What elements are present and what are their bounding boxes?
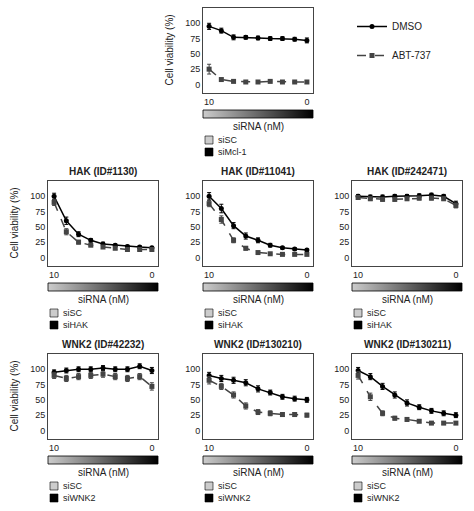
svg-text:siWNK2: siWNK2 bbox=[63, 493, 96, 503]
svg-text:50: 50 bbox=[339, 222, 349, 232]
svg-text:HAK (ID#11041): HAK (ID#11041) bbox=[221, 166, 295, 177]
svg-text:siWNK2: siWNK2 bbox=[367, 493, 400, 503]
svg-text:25: 25 bbox=[339, 410, 349, 420]
svg-text:100: 100 bbox=[185, 18, 200, 28]
svg-text:0: 0 bbox=[344, 253, 349, 263]
svg-text:75: 75 bbox=[190, 380, 200, 390]
svg-text:10: 10 bbox=[353, 270, 363, 280]
svg-text:50: 50 bbox=[190, 222, 200, 232]
svg-text:100: 100 bbox=[185, 191, 200, 201]
svg-text:10: 10 bbox=[204, 97, 214, 107]
svg-text:WNK2 (ID#42232): WNK2 (ID#42232) bbox=[62, 339, 144, 350]
svg-text:50: 50 bbox=[35, 395, 45, 405]
svg-text:0: 0 bbox=[344, 426, 349, 436]
svg-text:0: 0 bbox=[453, 443, 458, 453]
svg-text:0: 0 bbox=[149, 443, 154, 453]
svg-text:HAK (ID#1130): HAK (ID#1130) bbox=[69, 166, 137, 177]
svg-text:100: 100 bbox=[334, 191, 349, 201]
svg-text:siRNA (nM): siRNA (nM) bbox=[382, 294, 433, 305]
svg-text:10: 10 bbox=[204, 443, 214, 453]
svg-text:10: 10 bbox=[49, 443, 59, 453]
svg-text:siSC: siSC bbox=[218, 481, 238, 491]
svg-text:siRNA (nM): siRNA (nM) bbox=[382, 467, 433, 478]
svg-text:siSC: siSC bbox=[218, 308, 238, 318]
svg-text:0: 0 bbox=[40, 253, 45, 263]
svg-text:25: 25 bbox=[190, 64, 200, 74]
svg-text:50: 50 bbox=[339, 395, 349, 405]
svg-text:siWNK2: siWNK2 bbox=[218, 493, 251, 503]
svg-text:0: 0 bbox=[304, 270, 309, 280]
svg-text:10: 10 bbox=[49, 270, 59, 280]
svg-text:100: 100 bbox=[30, 364, 45, 374]
svg-text:siRNA (nM): siRNA (nM) bbox=[233, 467, 284, 478]
svg-text:siHAK: siHAK bbox=[218, 320, 243, 330]
svg-text:siRNA (nM): siRNA (nM) bbox=[233, 121, 284, 132]
svg-text:10: 10 bbox=[353, 443, 363, 453]
svg-text:75: 75 bbox=[35, 380, 45, 390]
svg-text:siHAK: siHAK bbox=[367, 320, 392, 330]
svg-text:DMSO: DMSO bbox=[392, 21, 422, 32]
svg-text:0: 0 bbox=[195, 80, 200, 90]
svg-text:siSC: siSC bbox=[218, 135, 238, 145]
svg-text:25: 25 bbox=[190, 410, 200, 420]
svg-text:siSC: siSC bbox=[63, 481, 83, 491]
svg-text:25: 25 bbox=[339, 237, 349, 247]
svg-text:10: 10 bbox=[204, 270, 214, 280]
svg-text:0: 0 bbox=[149, 270, 154, 280]
svg-text:75: 75 bbox=[35, 207, 45, 217]
svg-text:25: 25 bbox=[35, 237, 45, 247]
svg-text:WNK2 (ID#130210): WNK2 (ID#130210) bbox=[214, 339, 302, 350]
svg-text:siRNA (nM): siRNA (nM) bbox=[233, 294, 284, 305]
svg-text:0: 0 bbox=[40, 426, 45, 436]
svg-text:0: 0 bbox=[304, 443, 309, 453]
svg-text:siRNA (nM): siRNA (nM) bbox=[78, 467, 129, 478]
svg-text:100: 100 bbox=[30, 191, 45, 201]
svg-text:75: 75 bbox=[190, 207, 200, 217]
svg-text:siRNA (nM): siRNA (nM) bbox=[78, 294, 129, 305]
svg-text:Cell viability (%): Cell viability (%) bbox=[9, 360, 20, 431]
svg-text:siSC: siSC bbox=[367, 308, 387, 318]
svg-text:0: 0 bbox=[453, 270, 458, 280]
svg-text:WNK2 (ID#130211): WNK2 (ID#130211) bbox=[364, 339, 451, 350]
svg-text:0: 0 bbox=[195, 253, 200, 263]
svg-text:25: 25 bbox=[35, 410, 45, 420]
svg-text:siMcl-1: siMcl-1 bbox=[218, 147, 247, 157]
svg-text:siSC: siSC bbox=[63, 308, 83, 318]
svg-text:50: 50 bbox=[190, 395, 200, 405]
svg-text:Cell viability (%): Cell viability (%) bbox=[164, 14, 175, 85]
svg-text:siSC: siSC bbox=[367, 481, 387, 491]
svg-text:0: 0 bbox=[304, 97, 309, 107]
svg-text:100: 100 bbox=[334, 364, 349, 374]
svg-text:ABT-737: ABT-737 bbox=[392, 50, 431, 61]
svg-text:25: 25 bbox=[190, 237, 200, 247]
svg-text:50: 50 bbox=[35, 222, 45, 232]
svg-text:50: 50 bbox=[190, 49, 200, 59]
svg-text:100: 100 bbox=[185, 364, 200, 374]
svg-text:75: 75 bbox=[339, 207, 349, 217]
svg-text:Cell viability (%): Cell viability (%) bbox=[9, 187, 20, 258]
svg-text:siHAK: siHAK bbox=[63, 320, 88, 330]
svg-text:HAK (ID#242471): HAK (ID#242471) bbox=[367, 166, 447, 177]
svg-text:0: 0 bbox=[195, 426, 200, 436]
svg-text:75: 75 bbox=[190, 34, 200, 44]
svg-text:75: 75 bbox=[339, 380, 349, 390]
